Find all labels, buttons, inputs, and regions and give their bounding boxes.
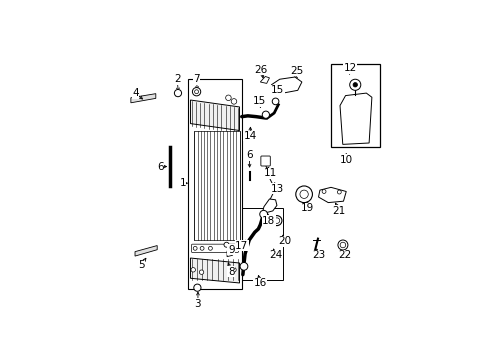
Text: 18: 18: [262, 216, 275, 226]
Polygon shape: [131, 94, 156, 103]
Circle shape: [208, 246, 212, 250]
Circle shape: [200, 246, 203, 250]
Text: 12: 12: [343, 63, 356, 73]
Text: 8: 8: [227, 267, 234, 277]
Circle shape: [271, 216, 282, 226]
Polygon shape: [271, 77, 301, 94]
Polygon shape: [339, 93, 371, 144]
Circle shape: [231, 99, 236, 104]
Circle shape: [274, 218, 279, 223]
Circle shape: [193, 246, 197, 250]
Circle shape: [299, 190, 307, 198]
Circle shape: [322, 190, 325, 193]
Text: 3: 3: [194, 299, 201, 309]
Text: 1: 1: [179, 178, 185, 188]
Circle shape: [192, 87, 200, 96]
Polygon shape: [318, 187, 346, 203]
Text: 10: 10: [339, 155, 352, 165]
Circle shape: [193, 284, 201, 291]
Polygon shape: [226, 248, 233, 257]
Text: 13: 13: [271, 184, 284, 194]
Text: 15: 15: [271, 85, 284, 95]
Circle shape: [240, 262, 247, 270]
Text: 4: 4: [132, 88, 139, 98]
Text: 15: 15: [253, 96, 266, 107]
Circle shape: [272, 98, 278, 105]
Text: 2: 2: [174, 74, 180, 84]
Text: 7: 7: [193, 74, 200, 84]
Polygon shape: [190, 100, 239, 131]
Text: 23: 23: [311, 250, 325, 260]
Text: 20: 20: [278, 237, 291, 246]
Text: 11: 11: [264, 168, 277, 179]
Circle shape: [174, 90, 181, 97]
Text: 22: 22: [338, 250, 351, 260]
Text: 9: 9: [227, 245, 234, 255]
Circle shape: [225, 95, 231, 100]
Text: 5: 5: [138, 260, 144, 270]
Circle shape: [295, 186, 312, 203]
Polygon shape: [262, 199, 276, 214]
Text: 25: 25: [290, 66, 303, 76]
Circle shape: [337, 190, 341, 194]
Circle shape: [224, 242, 228, 247]
Text: 17: 17: [235, 240, 248, 251]
Text: 19: 19: [300, 203, 313, 213]
Polygon shape: [190, 258, 239, 283]
Bar: [194, 131, 239, 240]
Circle shape: [259, 210, 267, 218]
Text: 14: 14: [243, 131, 256, 141]
Text: 21: 21: [332, 206, 345, 216]
Circle shape: [231, 267, 236, 272]
FancyBboxPatch shape: [260, 156, 270, 166]
Text: 6: 6: [157, 162, 163, 172]
Circle shape: [191, 267, 195, 272]
Text: 24: 24: [268, 250, 282, 260]
Circle shape: [199, 270, 203, 274]
Text: 26: 26: [254, 64, 267, 75]
Circle shape: [349, 79, 360, 90]
Circle shape: [194, 90, 198, 94]
Bar: [330, 64, 379, 147]
FancyBboxPatch shape: [191, 244, 238, 252]
Circle shape: [262, 111, 269, 118]
Polygon shape: [260, 76, 269, 84]
Text: 16: 16: [253, 278, 266, 288]
Circle shape: [340, 242, 345, 248]
Bar: [241, 208, 282, 280]
Circle shape: [352, 82, 357, 87]
Bar: [188, 79, 241, 288]
Polygon shape: [135, 246, 157, 256]
Circle shape: [337, 240, 347, 250]
Text: 6: 6: [245, 150, 252, 161]
